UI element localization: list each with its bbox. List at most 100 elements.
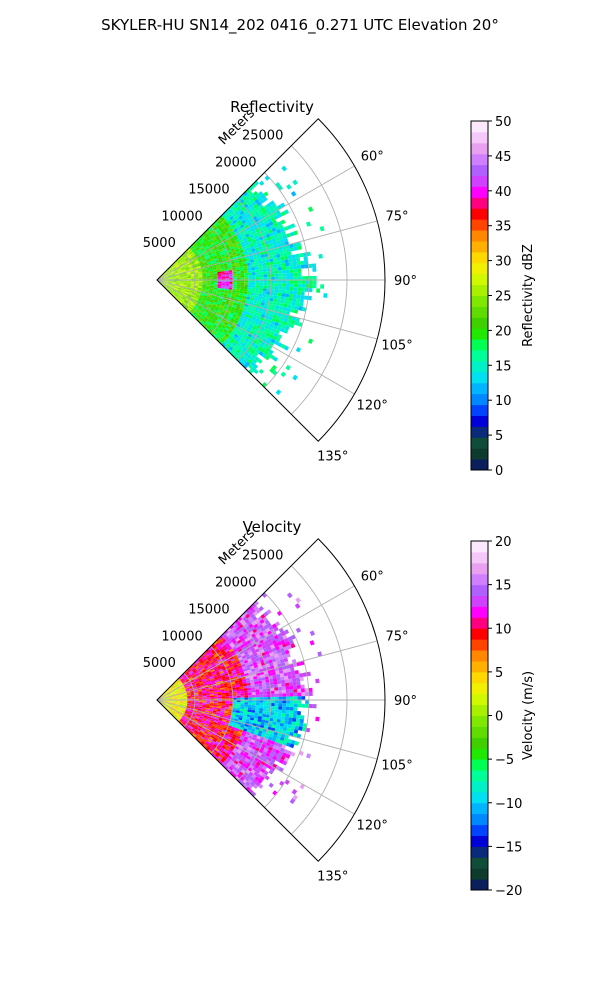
radar-cell xyxy=(213,702,218,705)
radar-cell xyxy=(160,279,165,280)
radar-cell xyxy=(185,266,189,270)
radar-cell xyxy=(275,253,281,258)
radar-cell xyxy=(269,743,275,748)
radar-cell xyxy=(169,269,173,272)
radar-cell xyxy=(234,317,240,322)
radar-cell xyxy=(189,311,193,315)
radar-cell xyxy=(209,227,214,232)
radar-cell xyxy=(248,280,252,283)
radar-cell xyxy=(197,256,202,260)
radar-cell xyxy=(167,274,172,277)
radar-cell xyxy=(260,193,266,200)
radar-cell xyxy=(197,288,202,291)
radar-cell xyxy=(240,323,246,328)
radar-cell xyxy=(238,236,243,241)
radar-cell xyxy=(205,248,210,252)
radar-cell xyxy=(179,713,183,717)
radar-cell xyxy=(274,286,279,290)
radar-cell xyxy=(179,701,184,703)
radar-cell xyxy=(288,717,293,722)
radar-cell xyxy=(238,747,243,752)
radar-cell xyxy=(249,224,254,230)
radar-cell xyxy=(249,330,254,336)
radar-cell xyxy=(222,669,228,673)
colorbar-swatch xyxy=(471,639,488,651)
radar-cell xyxy=(259,282,264,286)
radar-cell xyxy=(308,280,313,285)
radar-cell xyxy=(179,698,184,700)
radar-cell xyxy=(218,716,224,720)
radar-cell xyxy=(221,301,226,305)
radar-cell xyxy=(180,291,185,294)
radar-cell xyxy=(183,694,188,696)
radar-cell xyxy=(202,285,206,288)
radar-cell xyxy=(278,703,283,707)
radar-cell xyxy=(197,677,202,681)
radar-cell xyxy=(203,318,208,322)
radar-cell xyxy=(220,685,225,689)
radar-cell xyxy=(253,323,258,328)
radar-cell xyxy=(196,685,201,689)
radar-cell xyxy=(210,234,215,239)
radar-cell xyxy=(178,262,183,266)
radar-cell xyxy=(199,737,204,741)
radar-cell xyxy=(287,738,292,744)
radar-cell xyxy=(220,304,225,308)
radar-cell xyxy=(232,269,237,273)
radar-cell xyxy=(203,296,208,300)
radar-cell xyxy=(212,732,217,736)
radar-cell xyxy=(163,702,168,705)
radar-cell xyxy=(235,210,240,216)
radar-cell xyxy=(191,276,195,278)
radar-cell xyxy=(286,668,291,673)
radar-cell xyxy=(181,717,185,721)
radar-cell xyxy=(224,690,229,693)
radar-cell xyxy=(292,294,297,299)
radar-cell xyxy=(278,693,283,697)
radar-cell xyxy=(167,285,171,288)
radar-cell xyxy=(209,729,214,733)
radar-cell xyxy=(222,257,227,261)
radar-cell xyxy=(250,714,255,719)
radar-cell xyxy=(203,715,208,718)
radar-cell xyxy=(193,687,198,690)
radar-cell xyxy=(181,679,185,683)
radar-cell xyxy=(168,700,173,702)
radar-cell xyxy=(263,624,269,630)
radar-cell xyxy=(216,709,221,712)
radar-cell xyxy=(253,300,258,304)
radar-cell xyxy=(282,689,287,694)
radar-cell xyxy=(216,656,221,661)
radar-cell xyxy=(248,702,252,705)
radar-cell xyxy=(213,720,218,724)
radar-cell xyxy=(181,709,186,712)
radar-cell xyxy=(232,281,237,285)
panel-title: Velocity xyxy=(243,518,302,536)
radar-cell xyxy=(197,319,202,323)
radar-cell xyxy=(236,672,241,677)
radar-cell xyxy=(225,745,231,750)
radar-cell xyxy=(175,293,179,297)
radar-cell xyxy=(185,252,190,257)
radar-cell xyxy=(278,270,283,274)
radar-cell xyxy=(163,283,168,285)
radar-cell xyxy=(232,254,238,258)
radar-cell xyxy=(213,708,218,712)
radar-cell xyxy=(206,282,211,285)
radar-cell xyxy=(224,688,229,692)
radar-cell xyxy=(179,695,184,697)
radar-cell xyxy=(254,320,259,325)
radar-cell xyxy=(225,319,230,324)
radar-cell xyxy=(202,258,207,262)
radar-cell xyxy=(264,300,270,304)
radar-cell xyxy=(177,290,181,293)
radar-cell xyxy=(170,272,175,275)
radar-cell xyxy=(171,285,175,287)
radar-cell xyxy=(211,670,216,674)
radar-cell xyxy=(212,253,217,257)
radar-cell xyxy=(165,269,169,273)
radar-cell xyxy=(270,270,275,275)
radar-cell xyxy=(175,700,180,702)
radar-cell xyxy=(168,697,173,699)
radar-cell xyxy=(230,211,236,216)
